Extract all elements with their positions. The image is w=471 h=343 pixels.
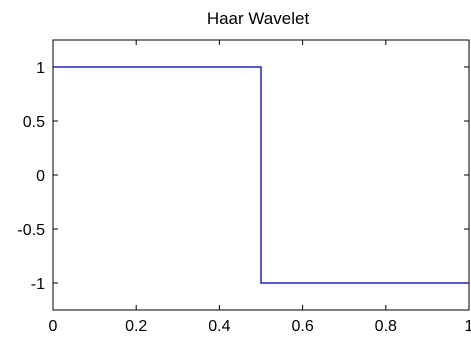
y-axis: 1 0.5 0 -0.5 -1 [17, 60, 469, 293]
x-tick-label: 0.6 [291, 318, 313, 335]
x-axis: 0 0.2 0.4 0.6 0.8 1 [49, 40, 471, 335]
y-tick-label: -1 [31, 276, 45, 293]
chart-title: Haar Wavelet [207, 9, 310, 28]
x-tick-label: 1 [465, 318, 471, 335]
y-tick-label: 0.5 [23, 114, 45, 131]
haar-wavelet-line [53, 66, 469, 284]
x-tick-label: 0.4 [208, 318, 230, 335]
x-tick-label: 0 [49, 318, 58, 335]
y-tick-label: 0 [36, 168, 45, 185]
x-tick-label: 0.8 [375, 318, 397, 335]
y-tick-label: 1 [36, 60, 45, 77]
x-tick-label: 0.2 [125, 318, 147, 335]
series-layer [53, 66, 469, 284]
y-tick-label: -0.5 [17, 222, 45, 239]
